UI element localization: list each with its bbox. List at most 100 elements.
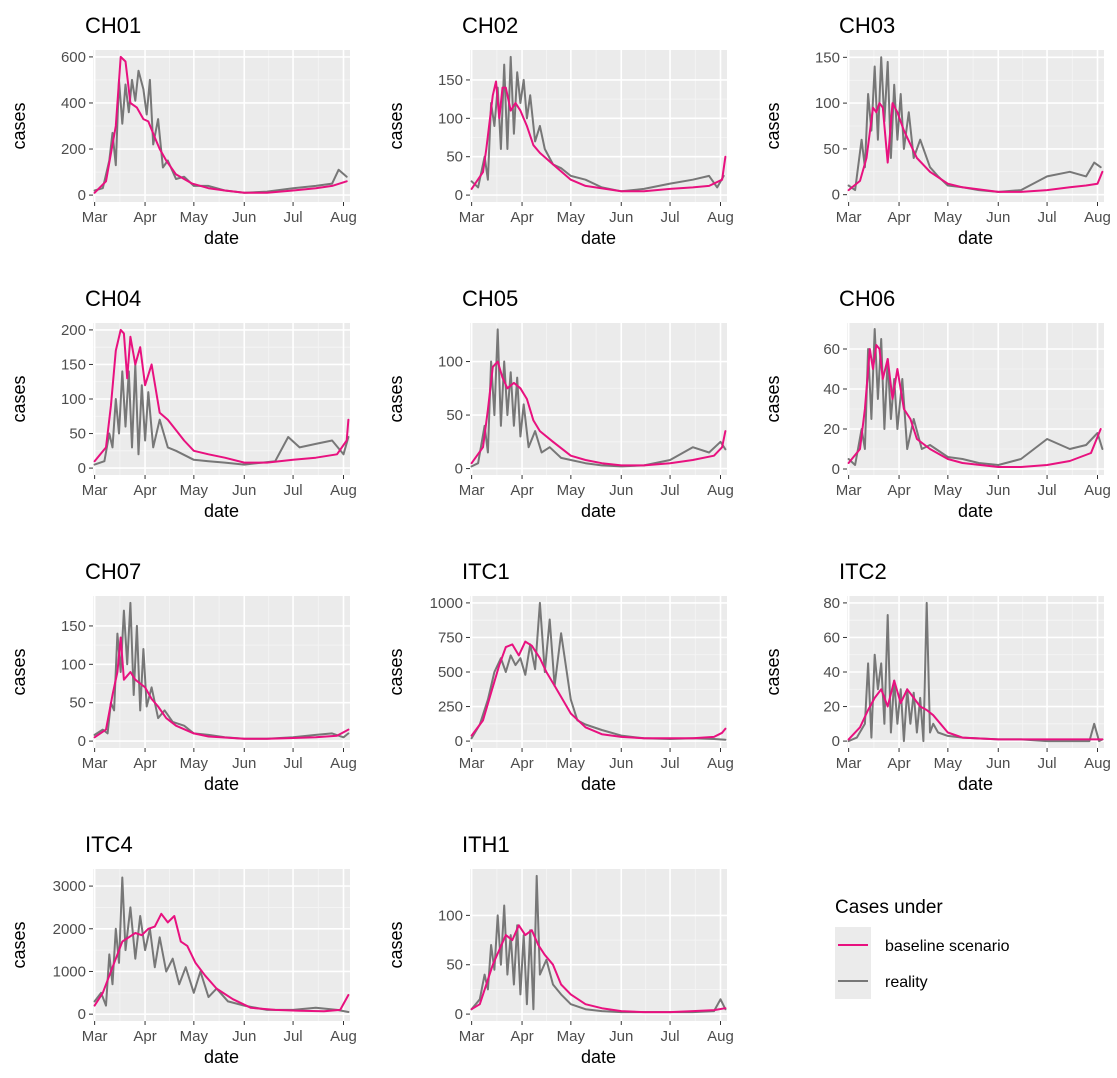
y-tick-label: 100 [438, 354, 463, 371]
x-tick-label: May [557, 482, 586, 499]
y-tick-label: 150 [61, 356, 86, 373]
y-tick-label: 400 [61, 95, 86, 112]
series-line-baseline [470, 924, 727, 1014]
y-axis-title: cases [9, 375, 29, 422]
y-tick-label: 80 [823, 595, 840, 612]
x-tick-label: Jun [232, 482, 256, 499]
y-axis-title: cases [763, 102, 783, 149]
x-tick-label: Jun [232, 1028, 256, 1045]
series-line-baseline [93, 636, 350, 740]
y-axis-title: cases [386, 102, 406, 149]
x-tick-label: Jun [986, 209, 1010, 226]
panel-ch02: Mar Apr May Jun Jul Aug 0 50 100 150 CH02 date cases [386, 13, 734, 248]
y-tick-label: 0 [832, 187, 840, 204]
x-tick-label: Aug [330, 1028, 357, 1045]
panel-ch07: Mar Apr May Jun Jul Aug 0 50 100 150 CH07 date cases [9, 559, 357, 794]
x-tick-label: Mar [836, 209, 862, 226]
y-axis-title: cases [386, 921, 406, 968]
x-tick-label: May [180, 1028, 209, 1045]
x-axis-title: date [581, 228, 616, 248]
y-tick-label: 50 [446, 957, 463, 974]
x-axis-title: date [581, 1047, 616, 1067]
x-tick-label: Jun [232, 755, 256, 772]
x-tick-label: Jul [660, 209, 679, 226]
series-line-reality [470, 55, 725, 193]
x-tick-label: Jul [283, 482, 302, 499]
y-tick-label: 100 [815, 95, 840, 112]
x-tick-label: Mar [82, 755, 108, 772]
series-line-baseline [470, 640, 727, 740]
panel-ch04: Mar Apr May Jun Jul Aug 0 50 100 150 200 CH04 date ca… [9, 286, 357, 521]
y-tick-label: 0 [78, 460, 86, 477]
y-tick-label: 200 [61, 322, 86, 339]
x-tick-label: Mar [459, 1028, 485, 1045]
x-tick-label: Jun [609, 1028, 633, 1045]
series-line-baseline [847, 344, 1102, 468]
series-line-baseline [93, 328, 350, 464]
x-tick-label: Apr [510, 755, 533, 772]
x-tick-label: May [180, 482, 209, 499]
x-tick-label: Aug [707, 755, 734, 772]
x-tick-label: Aug [1084, 755, 1111, 772]
panel-itc4: Mar Apr May Jun Jul Aug 0 1000 2000 3000 ITC4 date c… [9, 832, 357, 1067]
x-tick-label: May [557, 209, 586, 226]
y-tick-label: 40 [823, 664, 840, 681]
y-tick-label: 40 [823, 381, 840, 398]
y-tick-label: 0 [78, 1006, 86, 1023]
series-line-reality [93, 363, 350, 466]
y-tick-label: 0 [455, 187, 463, 204]
y-axis-title: cases [763, 375, 783, 422]
x-tick-label: May [557, 755, 586, 772]
x-tick-label: Mar [836, 755, 862, 772]
panel-itc2: Mar Apr May Jun Jul Aug 0 20 40 60 80 ITC2 date cases [763, 559, 1111, 794]
x-tick-label: Apr [133, 482, 156, 499]
y-tick-label: 100 [61, 391, 86, 408]
legend-label-reality: reality [885, 974, 928, 991]
y-tick-label: 0 [78, 733, 86, 750]
x-tick-label: Mar [459, 755, 485, 772]
series-line-reality [847, 56, 1102, 193]
x-axis-title: date [204, 1047, 239, 1067]
y-tick-label: 750 [438, 629, 463, 646]
x-tick-label: Jul [1037, 482, 1056, 499]
y-tick-label: 150 [438, 72, 463, 89]
x-tick-label: Jun [232, 209, 256, 226]
y-tick-label: 20 [823, 421, 840, 438]
y-tick-label: 500 [438, 664, 463, 681]
y-tick-label: 150 [61, 618, 86, 635]
x-tick-label: May [934, 755, 963, 772]
panel-background [93, 596, 350, 748]
x-tick-label: May [180, 755, 209, 772]
x-tick-label: Mar [82, 1028, 108, 1045]
x-tick-label: Aug [330, 209, 357, 226]
x-tick-label: Jul [1037, 209, 1056, 226]
y-axis-title: cases [386, 648, 406, 695]
y-tick-label: 50 [446, 407, 463, 424]
x-tick-label: Mar [82, 209, 108, 226]
y-axis-title: cases [386, 375, 406, 422]
x-tick-label: Aug [1084, 482, 1111, 499]
x-tick-label: Jun [609, 755, 633, 772]
y-tick-label: 2000 [53, 921, 86, 938]
x-tick-label: Jul [283, 755, 302, 772]
x-axis-title: date [204, 774, 239, 794]
x-tick-label: Jun [986, 755, 1010, 772]
x-tick-label: Apr [133, 755, 156, 772]
x-tick-label: Jul [660, 482, 679, 499]
x-tick-label: Aug [707, 209, 734, 226]
panel-ch03: Mar Apr May Jun Jul Aug 0 50 100 150 CH03 date cases [763, 13, 1111, 248]
series-line-baseline [470, 80, 727, 193]
y-tick-label: 50 [69, 695, 86, 712]
x-tick-label: Jun [609, 482, 633, 499]
x-tick-label: Aug [330, 482, 357, 499]
panel-title: CH06 [839, 286, 895, 311]
x-tick-label: Apr [133, 1028, 156, 1045]
panel-title: CH04 [85, 286, 141, 311]
y-tick-label: 600 [61, 49, 86, 66]
x-tick-label: Jul [283, 1028, 302, 1045]
x-tick-label: Apr [510, 1028, 533, 1045]
x-tick-label: Mar [82, 482, 108, 499]
y-tick-label: 60 [823, 629, 840, 646]
x-tick-label: Aug [707, 1028, 734, 1045]
panel-title: CH01 [85, 13, 141, 38]
